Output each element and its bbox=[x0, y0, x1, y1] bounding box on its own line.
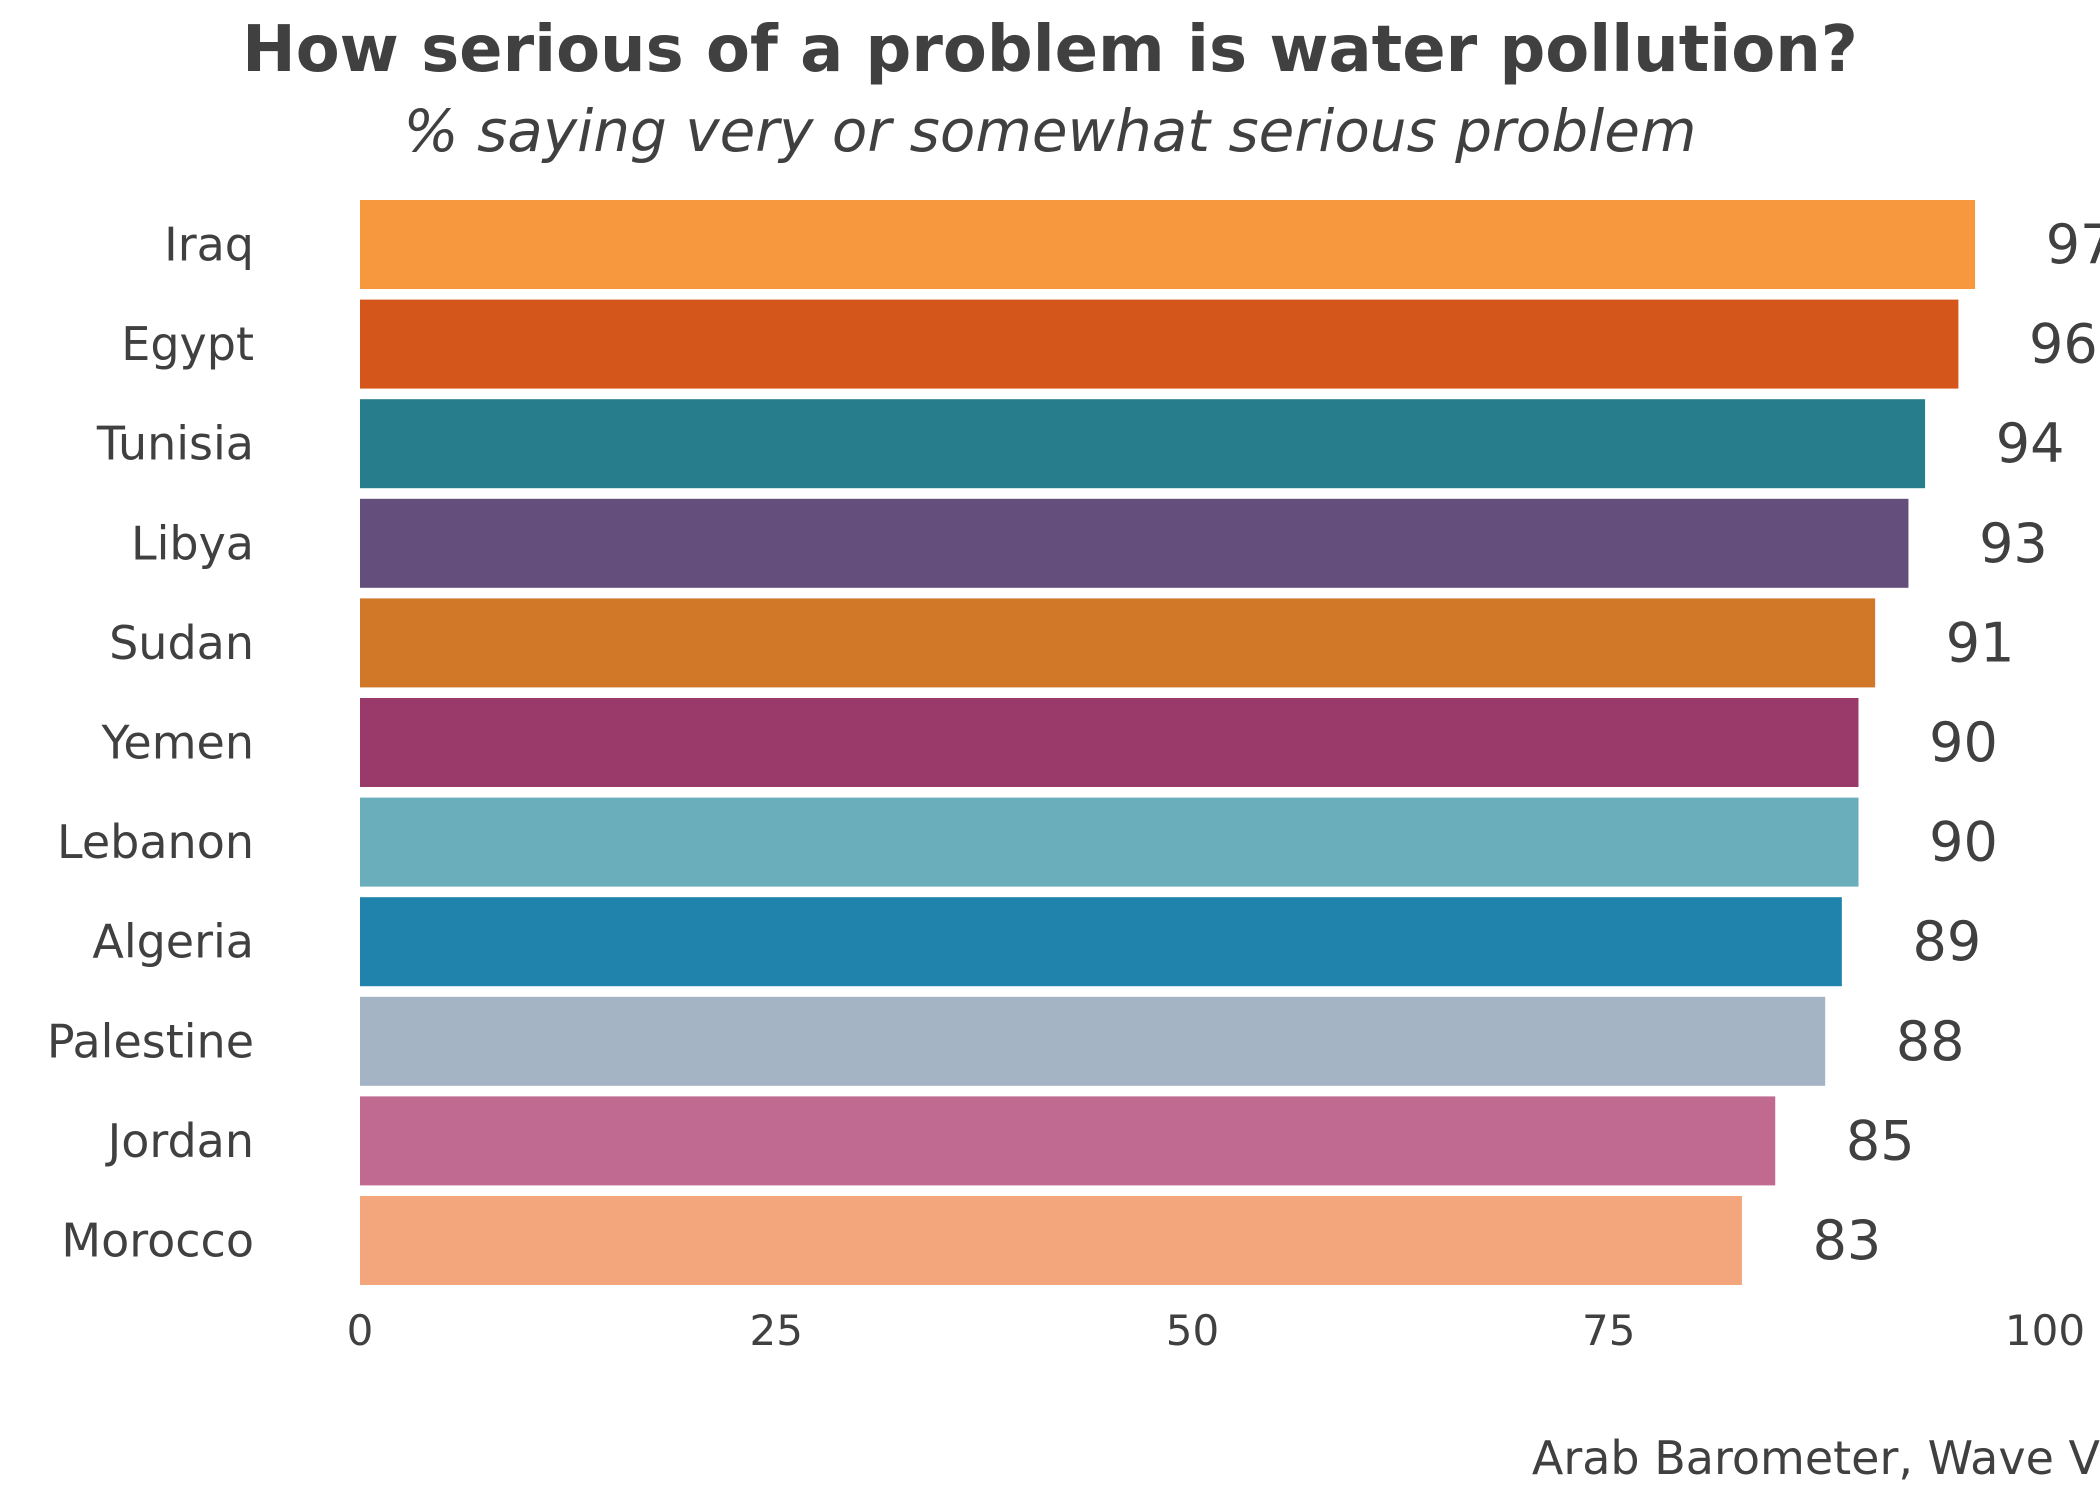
bar-libya bbox=[360, 498, 1909, 588]
bar-yemen bbox=[360, 698, 1859, 787]
value-label-palestine: 88 bbox=[1896, 1010, 1965, 1073]
value-label-jordan: 85 bbox=[1846, 1109, 1915, 1172]
x-tick-label-50: 50 bbox=[1166, 1306, 1219, 1355]
source-caption: Arab Barometer, Wave V bbox=[1531, 1431, 2100, 1485]
value-label-egypt: 96 bbox=[2029, 313, 2098, 376]
bar-jordan bbox=[360, 1096, 1776, 1186]
x-axis: 0 25 50 75 100 bbox=[347, 1306, 2085, 1355]
bar-morocco bbox=[360, 1196, 1742, 1285]
x-tick-label-75: 75 bbox=[1582, 1306, 1635, 1355]
x-tick-label-25: 25 bbox=[750, 1306, 803, 1355]
chart-subtitle: % saying very or somewhat serious proble… bbox=[403, 97, 1697, 165]
category-label-tunisia: Tunisia bbox=[96, 417, 254, 471]
value-label-sudan: 91 bbox=[1946, 611, 2015, 674]
bar-lebanon bbox=[360, 797, 1859, 887]
category-label-iraq: Iraq bbox=[164, 218, 254, 272]
value-label-yemen: 90 bbox=[1929, 711, 1998, 774]
value-label-algeria: 89 bbox=[1912, 910, 1981, 973]
value-label-iraq: 97 bbox=[2046, 213, 2100, 276]
value-label-libya: 93 bbox=[1979, 512, 2048, 575]
bars-layer bbox=[360, 200, 1976, 1285]
category-label-jordan: Jordan bbox=[105, 1114, 254, 1168]
bar-egypt bbox=[360, 299, 1959, 389]
bar-sudan bbox=[360, 598, 1876, 688]
category-label-sudan: Sudan bbox=[109, 616, 254, 670]
category-label-libya: Libya bbox=[131, 516, 254, 570]
x-tick-label-100: 100 bbox=[2005, 1306, 2085, 1355]
category-label-palestine: Palestine bbox=[47, 1014, 254, 1068]
bar-iraq bbox=[360, 200, 1976, 289]
value-label-lebanon: 90 bbox=[1929, 811, 1998, 874]
value-label-tunisia: 94 bbox=[1996, 412, 2065, 475]
category-label-lebanon: Lebanon bbox=[57, 815, 254, 869]
category-label-yemen: Yemen bbox=[100, 716, 254, 770]
bar-tunisia bbox=[360, 399, 1926, 489]
bar-algeria bbox=[360, 897, 1842, 987]
category-label-morocco: Morocco bbox=[61, 1214, 254, 1268]
value-label-morocco: 83 bbox=[1813, 1209, 1882, 1272]
category-labels: Iraq Egypt Tunisia Libya Sudan Yemen Lebanon Al… bbox=[47, 218, 254, 1268]
chart-title: How serious of a problem is water pollut… bbox=[242, 13, 1858, 87]
value-labels: 97 96 94 93 91 90 90 89 88 85 83 bbox=[1813, 213, 2100, 1272]
category-label-egypt: Egypt bbox=[121, 317, 254, 371]
bar-palestine bbox=[360, 996, 1826, 1086]
category-label-algeria: Algeria bbox=[92, 915, 254, 969]
x-tick-label-0: 0 bbox=[347, 1306, 374, 1355]
